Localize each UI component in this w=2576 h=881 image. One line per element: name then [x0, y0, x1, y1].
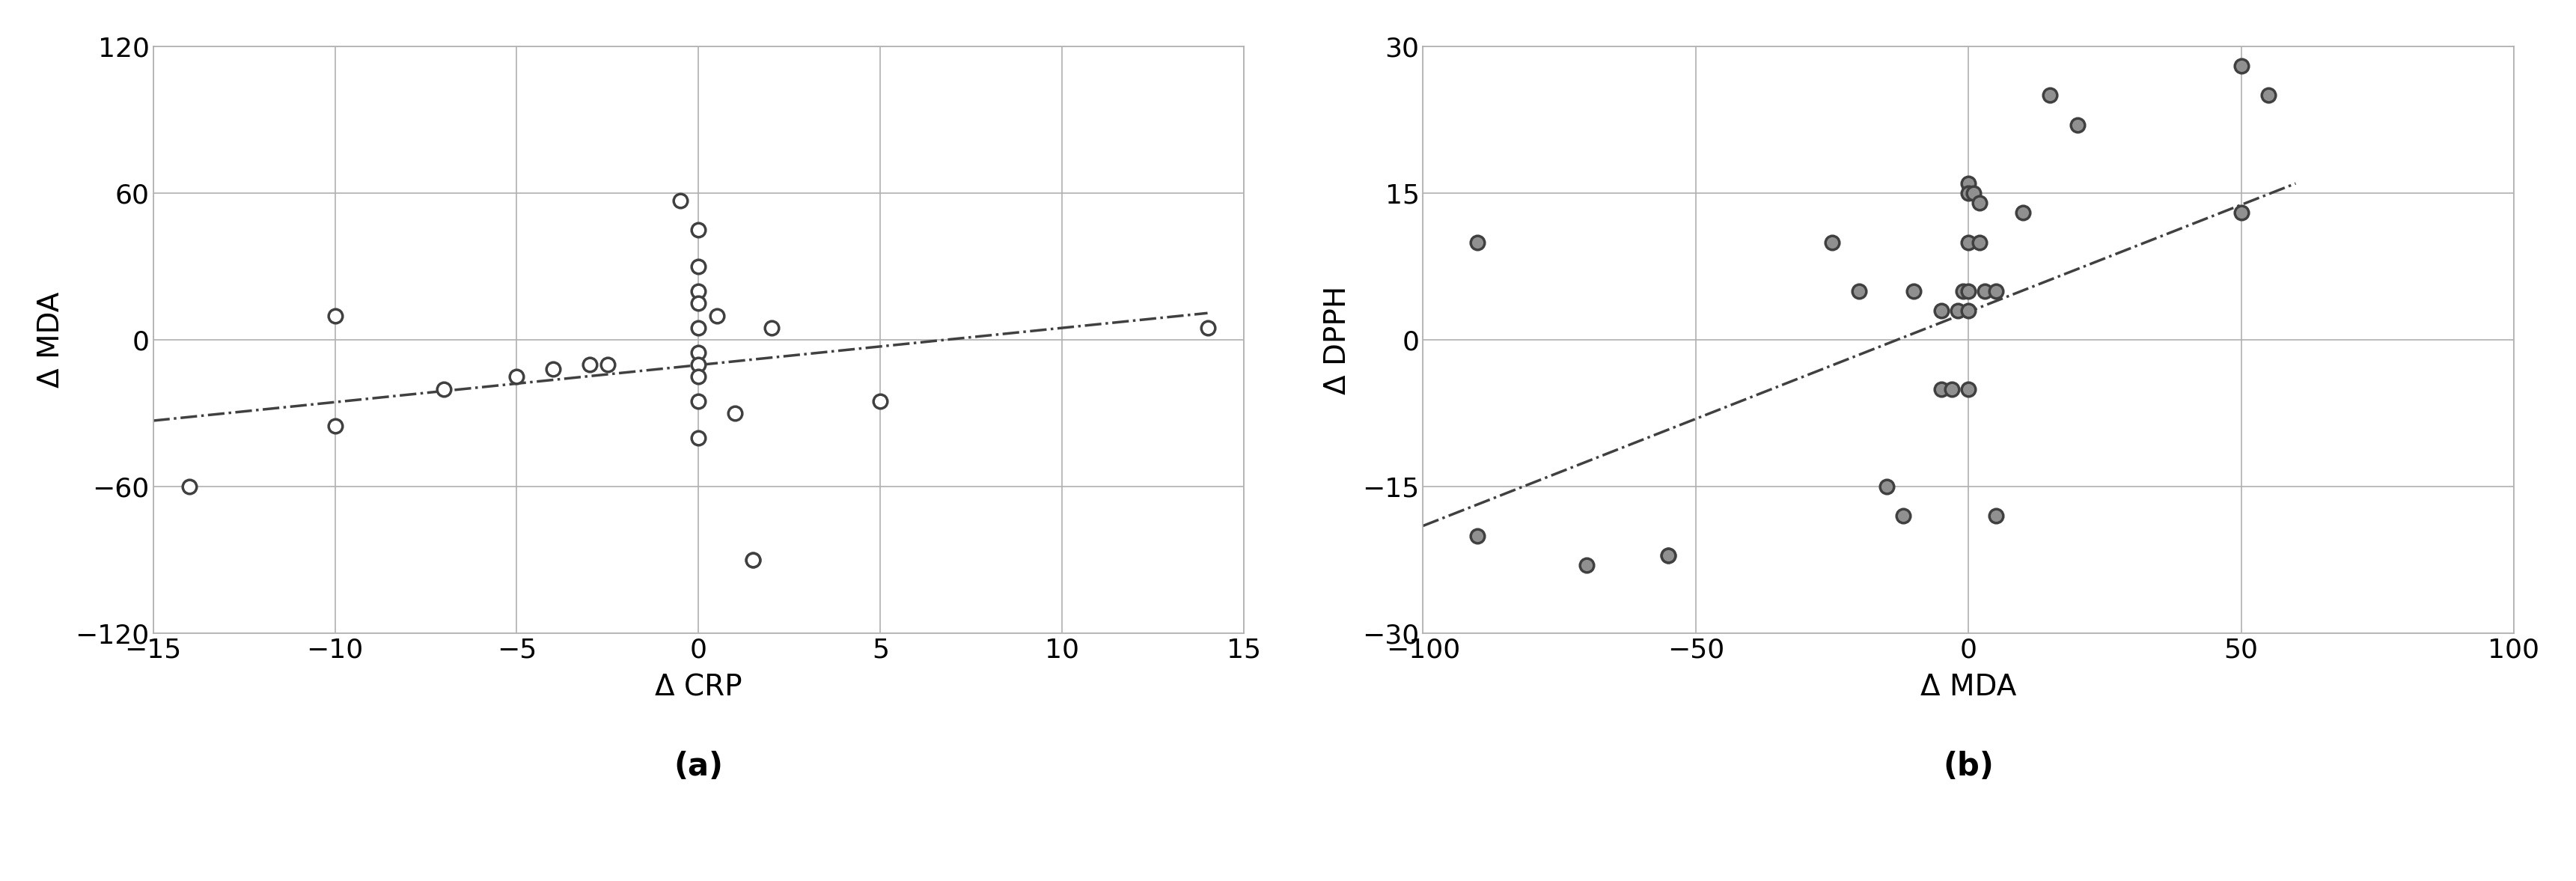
Point	[1963, 284, 2004, 298]
Point	[1883, 509, 1924, 523]
Point	[422, 381, 464, 396]
Point	[1947, 381, 1989, 396]
Point	[1947, 235, 1989, 249]
X-axis label: Δ CRP: Δ CRP	[654, 673, 742, 701]
Point	[314, 308, 355, 322]
Point	[1947, 186, 1989, 200]
Point	[677, 284, 719, 298]
Point	[1947, 176, 1989, 190]
Point	[2221, 59, 2262, 73]
Point	[314, 418, 355, 433]
Point	[1976, 284, 2017, 298]
Point	[1958, 235, 1999, 249]
Point	[1839, 284, 1880, 298]
Point	[170, 479, 211, 493]
Point	[497, 370, 538, 384]
Point	[569, 358, 611, 372]
Point	[696, 308, 737, 322]
Point	[1922, 304, 1963, 318]
Point	[1188, 321, 1229, 335]
Y-axis label: Δ MDA: Δ MDA	[36, 292, 64, 388]
Point	[732, 553, 773, 567]
Text: (a): (a)	[675, 751, 724, 782]
Point	[2056, 118, 2097, 132]
Point	[1947, 304, 1989, 318]
Point	[677, 358, 719, 372]
Point	[677, 321, 719, 335]
Point	[677, 431, 719, 445]
X-axis label: Δ MDA: Δ MDA	[1919, 673, 2017, 701]
Point	[677, 370, 719, 384]
Point	[714, 406, 755, 420]
Point	[2249, 88, 2290, 102]
Point	[677, 394, 719, 408]
Text: (b): (b)	[1942, 751, 1994, 782]
Point	[1932, 381, 1973, 396]
Point	[750, 321, 791, 335]
Point	[1958, 196, 1999, 210]
Point	[1865, 479, 1906, 493]
Point	[677, 260, 719, 274]
Point	[732, 553, 773, 567]
Point	[1947, 284, 1989, 298]
Point	[1942, 284, 1984, 298]
Point	[1649, 548, 1690, 562]
Point	[2221, 206, 2262, 220]
Y-axis label: Δ DPPH: Δ DPPH	[1324, 285, 1352, 395]
Point	[2030, 88, 2071, 102]
Point	[1976, 509, 2017, 523]
Point	[533, 362, 574, 376]
Point	[587, 358, 629, 372]
Point	[1893, 284, 1935, 298]
Point	[1811, 235, 1852, 249]
Point	[2002, 206, 2043, 220]
Point	[1922, 381, 1963, 396]
Point	[1566, 558, 1607, 572]
Point	[1458, 235, 1499, 249]
Point	[677, 296, 719, 310]
Point	[677, 223, 719, 237]
Point	[860, 394, 902, 408]
Point	[1458, 529, 1499, 543]
Point	[1649, 548, 1690, 562]
Point	[659, 194, 701, 208]
Point	[1953, 186, 1994, 200]
Point	[677, 345, 719, 359]
Point	[1937, 304, 1978, 318]
